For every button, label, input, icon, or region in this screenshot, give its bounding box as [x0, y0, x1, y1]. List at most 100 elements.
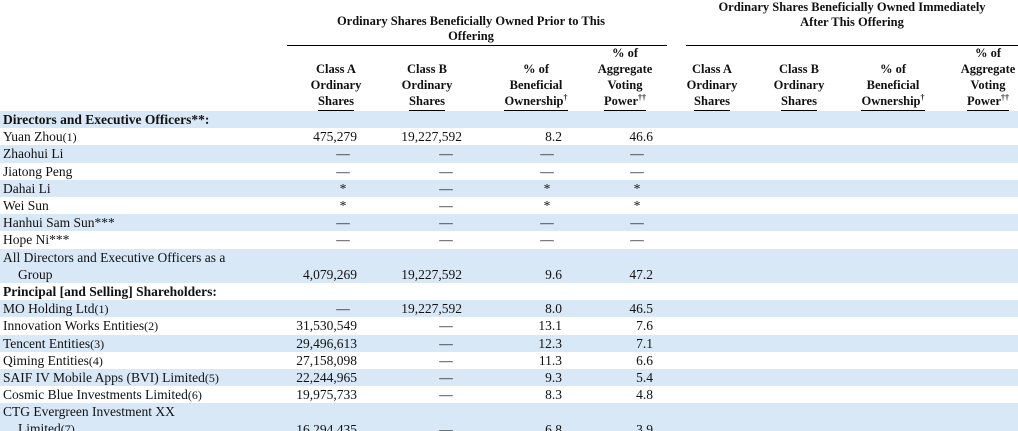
group-header-prior: Ordinary Shares Beneficially Owned Prior…	[336, 14, 606, 43]
cell-col-2: 8.3	[545, 387, 562, 403]
cell-col-2: —	[540, 215, 554, 231]
cell-col-0: —	[336, 163, 350, 179]
cell-col-3: 6.6	[636, 352, 653, 368]
cell-col-3: —	[630, 232, 644, 248]
cell-col-1: —	[439, 146, 453, 162]
table-row: CTG Evergreen Investment XX Limited(7) 16,…	[0, 403, 1018, 431]
row-label: Jiatong Peng	[3, 163, 73, 179]
cell-col-3: 5.4	[636, 370, 653, 385]
cell-col-1: —	[439, 180, 453, 196]
row-label: Dahai Li	[3, 180, 51, 196]
row-label: Directors and Executive Officers**:	[3, 112, 210, 127]
row-label: All Directors and Executive Officers as …	[3, 249, 226, 282]
cell-col-1: —	[439, 352, 453, 368]
cell-col-3: 3.9	[636, 421, 653, 431]
row-label: Tencent Entities(3)	[3, 335, 105, 351]
row-label: Innovation Works Entities(2)	[3, 318, 159, 334]
cell-col-2: 9.3	[545, 370, 562, 385]
table-row: All Directors and Executive Officers as …	[0, 248, 1018, 283]
cell-col-0: *	[339, 198, 347, 213]
after-column-header-1: Class B Ordinary Shares	[753, 47, 845, 111]
table-row: Directors and Executive Officers**:	[0, 111, 1018, 129]
cell-col-3: 46.5	[629, 301, 653, 317]
table-row: MO Holding Ltd(1) — 19,227,592 8.0 46.5	[0, 300, 1018, 318]
cell-col-1: —	[439, 387, 453, 403]
cell-col-2: 6.8	[545, 421, 562, 431]
cell-col-1: 19,227,592	[401, 301, 462, 317]
table-row: Tencent Entities(3) 29,496,613 — 12.3 7.1	[0, 334, 1018, 352]
cell-col-3: —	[630, 146, 644, 162]
cell-col-0: 19,975,733	[296, 387, 357, 403]
cell-col-3: 7.6	[636, 318, 653, 334]
table-row: Wei Sun * — * *	[0, 197, 1018, 214]
cell-col-1: —	[439, 318, 453, 334]
cell-col-0: 31,530,549	[296, 318, 357, 334]
cell-col-2: —	[540, 163, 554, 179]
group-header-after: Ordinary Shares Beneficially Owned Immed…	[718, 0, 986, 29]
cell-col-3: 4.8	[636, 387, 653, 403]
table-row: Dahai Li * — * *	[0, 179, 1018, 197]
table-row: Zhaohui Li — — — —	[0, 145, 1018, 163]
cell-col-0: —	[336, 146, 350, 162]
cell-col-2: 13.1	[538, 318, 562, 334]
row-label: Qiming Entities(4)	[3, 352, 103, 368]
cell-col-2: —	[540, 146, 554, 162]
row-label: Hope Ni***	[3, 232, 70, 248]
cell-col-2: 11.3	[538, 352, 562, 368]
cell-col-1: 19,227,592	[401, 266, 462, 282]
table-row: Cosmic Blue Investments Limited(6) 19,975…	[0, 386, 1018, 403]
cell-col-3: *	[633, 180, 641, 196]
row-label: Yuan Zhou(1)	[3, 129, 77, 145]
cell-col-2: —	[540, 232, 554, 248]
prior-column-header-2: % of Beneficial Ownership†	[490, 47, 582, 111]
group-rule-prior	[287, 45, 667, 46]
cell-col-3: —	[630, 163, 644, 179]
table-row: Yuan Zhou(1) 475,279 19,227,592 8.2 46.6	[0, 128, 1018, 145]
table-row: Innovation Works Entities(2) 31,530,549 — 1…	[0, 317, 1018, 334]
cell-col-1: —	[439, 335, 453, 351]
cell-col-3: 7.1	[636, 335, 653, 351]
table-row: SAIF IV Mobile Apps (BVI) Limited(5) 22,2…	[0, 369, 1018, 387]
cell-col-2: 8.0	[545, 301, 562, 317]
cell-col-0: —	[336, 301, 350, 317]
prior-column-header-3: % of Aggregate Voting Power††	[579, 46, 671, 111]
cell-col-0: 16,294,435	[296, 421, 357, 431]
cell-col-2: *	[543, 180, 551, 196]
row-label: Zhaohui Li	[3, 146, 64, 162]
table-row: Hanhui Sam Sun*** — — — —	[0, 214, 1018, 232]
cell-col-0: *	[339, 180, 347, 196]
row-label: SAIF IV Mobile Apps (BVI) Limited(5)	[3, 370, 219, 385]
cell-col-0: —	[336, 232, 350, 248]
after-column-header-0: Class A Ordinary Shares	[666, 47, 758, 111]
cell-col-3: —	[630, 215, 644, 231]
cell-col-3: 47.2	[629, 266, 653, 282]
group-rule-after	[686, 45, 1018, 46]
cell-col-2: 8.2	[545, 129, 562, 145]
cell-col-0: 4,079,269	[303, 266, 357, 282]
cell-col-0: 475,279	[313, 129, 357, 145]
row-label: Wei Sun	[3, 198, 49, 213]
after-column-header-2: % of Beneficial Ownership†	[847, 47, 939, 111]
cell-col-1: —	[439, 370, 453, 385]
cell-col-2: 12.3	[538, 335, 562, 351]
table-row: Jiatong Peng — — — —	[0, 163, 1018, 180]
row-label: Cosmic Blue Investments Limited(6)	[3, 387, 202, 403]
row-label: Principal [and Selling] Shareholders:	[3, 284, 217, 299]
cell-col-1: —	[439, 421, 453, 431]
table-row: Qiming Entities(4) 27,158,098 — 11.3 6.6	[0, 352, 1018, 369]
row-label: MO Holding Ltd(1)	[3, 301, 109, 317]
prior-column-header-1: Class B Ordinary Shares	[381, 47, 473, 111]
table-row: Hope Ni*** — — — —	[0, 231, 1018, 248]
cell-col-2: 9.6	[545, 266, 562, 282]
cell-col-0: 29,496,613	[296, 335, 357, 351]
cell-col-2: *	[543, 198, 551, 213]
prior-column-header-0: Class A Ordinary Shares	[290, 47, 382, 111]
cell-col-1: —	[439, 163, 453, 179]
cell-col-0: 27,158,098	[296, 352, 357, 368]
cell-col-1: —	[439, 215, 453, 231]
table-row: Principal [and Selling] Shareholders:	[0, 283, 1018, 300]
cell-col-3: 46.6	[629, 129, 653, 145]
row-label: CTG Evergreen Investment XX Limited(7)	[3, 404, 175, 431]
cell-col-1: 19,227,592	[401, 129, 462, 145]
